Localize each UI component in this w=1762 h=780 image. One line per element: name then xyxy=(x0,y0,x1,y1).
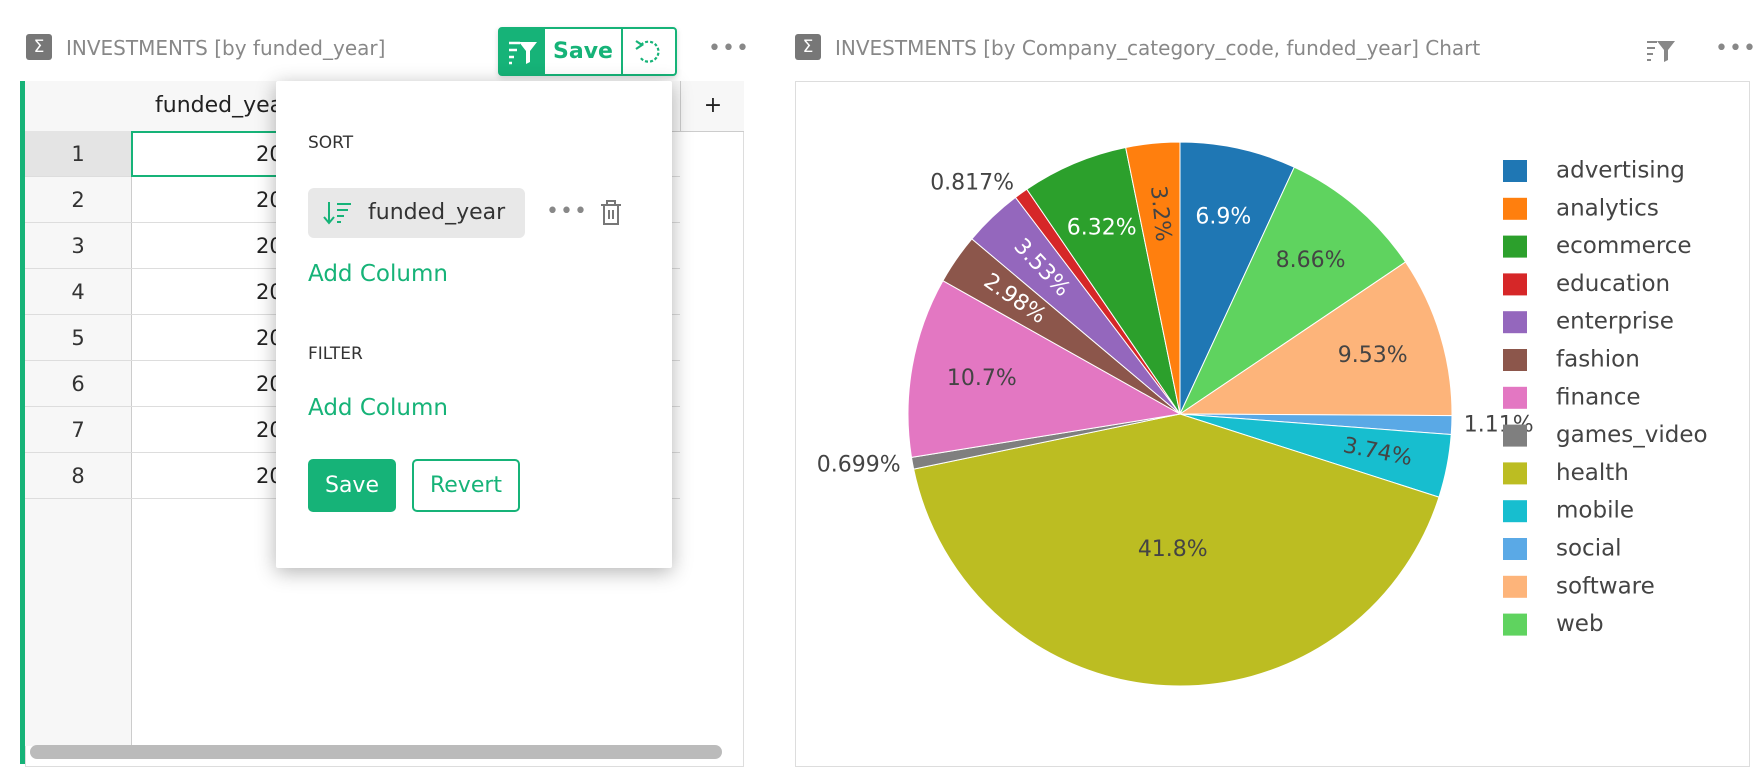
row-number: 2 xyxy=(25,177,131,223)
filter-heading: FILTER xyxy=(308,344,363,364)
row-number: 4 xyxy=(25,269,131,315)
widget-title: INVESTMENTS [by Company_category_code, f… xyxy=(835,36,1481,60)
data-label: 10.7% xyxy=(947,366,1017,391)
popup-save-button[interactable]: Save xyxy=(308,459,396,512)
pie-slice xyxy=(1178,166,1407,416)
data-label: 3.2% xyxy=(1145,185,1175,243)
legend-label: ecommerce xyxy=(1556,233,1692,259)
legend-swatch xyxy=(1503,273,1527,296)
pie-slice xyxy=(1178,261,1453,417)
popup-revert-button[interactable]: Revert xyxy=(412,459,520,512)
sort-column: funded_year xyxy=(368,200,506,225)
legend-swatch xyxy=(1503,613,1527,636)
legend-label: analytics xyxy=(1556,195,1659,221)
add-column-button[interactable]: + xyxy=(680,81,745,131)
pie-slice xyxy=(1179,141,1295,415)
data-label: 41.8% xyxy=(1138,537,1208,562)
row-number: 3 xyxy=(25,223,131,269)
legend-swatch xyxy=(1503,575,1527,598)
legend-swatch xyxy=(1503,235,1527,258)
pie-chart: 6.9%8.66%9.53%1.11%3.74%41.8%0.699%10.7%… xyxy=(817,141,1708,687)
data-label: 6.32% xyxy=(1067,216,1137,241)
toolbar-group: Save xyxy=(498,27,677,76)
cursor xyxy=(131,131,291,177)
legend-swatch xyxy=(1503,197,1527,220)
sort-add-column[interactable]: Add Column xyxy=(308,261,448,287)
legend-label: enterprise xyxy=(1556,309,1674,335)
sort-filter-button[interactable] xyxy=(500,29,545,74)
data-label: 6.9% xyxy=(1195,204,1251,229)
sort-menu[interactable]: ••• xyxy=(546,199,588,224)
sort-heading: SORT xyxy=(308,133,354,153)
row-number: 1 xyxy=(25,131,131,177)
legend-swatch xyxy=(1503,462,1527,485)
legend-label: advertising xyxy=(1556,158,1685,184)
data-label: 9.53% xyxy=(1338,343,1408,368)
filter-icon xyxy=(509,41,537,65)
pie-slice xyxy=(907,280,1182,458)
delete-icon[interactable] xyxy=(598,199,624,227)
pie-slice xyxy=(1125,141,1181,415)
legend-label: finance xyxy=(1556,384,1641,410)
revert-button[interactable] xyxy=(623,29,675,74)
scrollbar[interactable] xyxy=(30,745,722,759)
widget-icon: Σ xyxy=(795,34,821,60)
legend-swatch xyxy=(1503,424,1527,447)
active-bar xyxy=(20,81,25,764)
widget-menu[interactable]: ••• xyxy=(708,36,750,61)
widget-title: INVESTMENTS [by funded_year] xyxy=(66,36,386,60)
widget-menu[interactable]: ••• xyxy=(1715,36,1757,61)
legend-swatch xyxy=(1503,500,1527,523)
legend-label: mobile xyxy=(1556,498,1634,524)
save-button[interactable]: Save xyxy=(545,29,623,74)
data-label: 0.699% xyxy=(817,452,901,477)
data-label: 0.817% xyxy=(930,171,1014,196)
column-header[interactable]: funded_year xyxy=(155,93,293,118)
sort-filter-button[interactable] xyxy=(1645,34,1679,64)
legend-label: web xyxy=(1556,611,1604,637)
revert-icon xyxy=(635,40,660,63)
legend-label: health xyxy=(1556,460,1629,486)
row-number: 6 xyxy=(25,361,131,407)
row-number: 7 xyxy=(25,407,131,453)
chart-frame xyxy=(795,81,1750,767)
sort-chip[interactable]: funded_year xyxy=(308,188,525,238)
legend-swatch xyxy=(1503,160,1527,182)
pie-slice xyxy=(913,413,1440,687)
row-number: 5 xyxy=(25,315,131,361)
legend-label: fashion xyxy=(1556,347,1640,373)
legend-swatch xyxy=(1503,538,1527,560)
legend-swatch xyxy=(1503,349,1527,371)
sort-icon xyxy=(323,202,351,225)
widget-icon: Σ xyxy=(26,34,52,60)
data-label: 8.66% xyxy=(1276,248,1346,273)
legend-swatch xyxy=(1503,386,1527,409)
legend-label: software xyxy=(1556,573,1655,599)
row-number: 8 xyxy=(25,453,131,499)
legend-label: education xyxy=(1556,271,1670,297)
legend-label: social xyxy=(1556,536,1622,562)
row-number-column xyxy=(25,81,132,746)
legend-label: games_video xyxy=(1556,422,1708,448)
sort-filter-popup: SORT funded_year ••• Add Column FILTER A… xyxy=(276,81,672,568)
legend-swatch xyxy=(1503,311,1527,334)
filter-add-column[interactable]: Add Column xyxy=(308,395,448,421)
